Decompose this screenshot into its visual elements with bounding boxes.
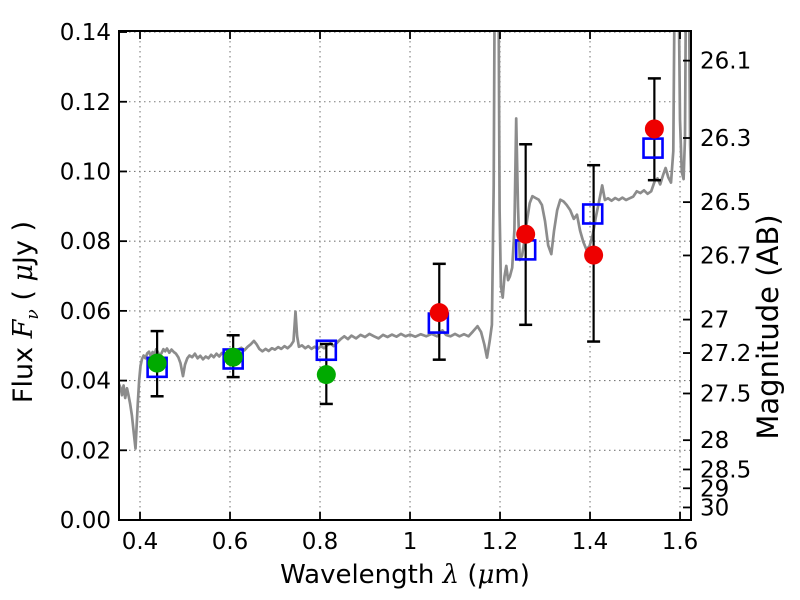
observed-infrared-point (429, 303, 449, 323)
y-tick-label-right: 26.1 (700, 49, 751, 75)
x-tick-label: 1.2 (482, 529, 519, 555)
spectrum-layer (119, 31, 691, 450)
x-tick-label: 0.8 (302, 529, 339, 555)
y-tick-label-right: 27.2 (700, 341, 751, 367)
y-tick-label-left: 0.08 (60, 229, 111, 255)
model-photometry-square (642, 137, 664, 159)
observed-infrared-point (644, 119, 664, 139)
observed-infrared-point (516, 224, 536, 244)
observed-optical-points (147, 347, 336, 385)
x-tick-label: 1.6 (662, 529, 699, 555)
observed-optical-point (316, 365, 336, 385)
y-tick-label-right: 26.3 (700, 126, 751, 152)
model-photometry-square (581, 203, 604, 225)
y-tick-label-left: 0.14 (60, 20, 111, 46)
x-tick-label: 0.6 (212, 529, 249, 555)
observed-optical-point (223, 347, 243, 367)
y-tick-label-right: 28 (700, 428, 729, 454)
y-tick-label-right: 28.5 (700, 457, 751, 483)
y-tick-label-left: 0.10 (60, 159, 111, 185)
model-photometry-square (315, 339, 338, 362)
y-tick-label-right: 26.5 (700, 190, 751, 216)
y-tick-label-left: 0.04 (60, 369, 111, 395)
y-tick-label-right: 30 (700, 495, 729, 521)
y-tick-label-left: 0.12 (60, 90, 111, 116)
y-tick-label-left: 0.06 (60, 299, 111, 325)
y-tick-label-left: 0.02 (60, 438, 111, 464)
y-tick-label-right: 27 (700, 308, 729, 334)
x-tick-label: 1.4 (572, 529, 609, 555)
observed-infrared-points (429, 119, 664, 323)
y-tick-label-right: 29 (700, 476, 729, 502)
observed-optical-point (147, 353, 167, 373)
y-tick-label-right: 26.7 (700, 243, 751, 269)
right-y-axis-label: Magnitude (AB) (751, 214, 785, 439)
spectrum-line (119, 31, 691, 450)
x-axis-label: Wavelength λ (μm) (280, 560, 530, 590)
y-tick-label-right: 27.5 (700, 381, 751, 407)
y-tick-label-left: 0.00 (60, 508, 111, 534)
tick-marks (119, 31, 691, 521)
x-tick-label: 0.4 (122, 529, 159, 555)
x-tick-label: 1 (403, 529, 418, 555)
left-y-axis-label: Flux Fν ( μJy ) (8, 221, 43, 403)
observed-infrared-point (584, 245, 604, 265)
axis-frame (118, 30, 692, 521)
